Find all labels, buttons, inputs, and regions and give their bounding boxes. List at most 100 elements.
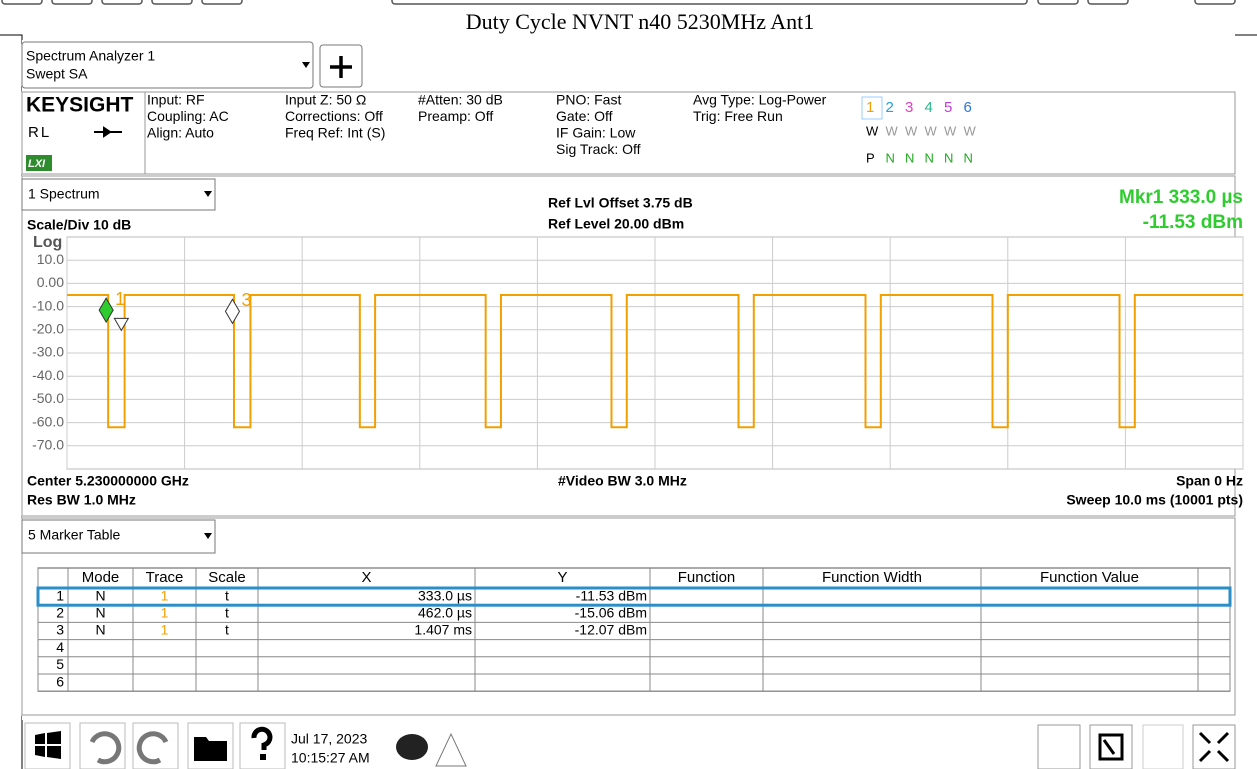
layout-button[interactable]	[1037, 724, 1081, 769]
column-header: Function Value	[1040, 569, 1139, 586]
table-cell: t	[225, 622, 229, 638]
table-cell: 2	[56, 605, 64, 621]
dropdown-arrow	[204, 533, 212, 539]
trace-type: W	[944, 123, 957, 138]
table-cell: 1	[161, 622, 169, 638]
trace-type: W	[905, 123, 918, 138]
app-mode: Swept SA	[26, 66, 88, 82]
redo-icon	[136, 731, 169, 765]
column-header: X	[361, 569, 371, 586]
setting: PNO: Fast	[556, 92, 621, 108]
folder-icon	[194, 737, 227, 761]
trace	[67, 294, 1243, 429]
marker	[113, 317, 130, 332]
y-tick-label: -60.0	[32, 413, 64, 429]
zoom-icon	[1198, 731, 1230, 763]
help-icon	[251, 726, 273, 750]
app-name: Spectrum Analyzer 1	[26, 48, 155, 64]
column-header: Function	[678, 569, 736, 586]
ref-level: Ref Level 20.00 dBm	[548, 216, 684, 232]
plus-icon	[330, 56, 352, 78]
table-cell: t	[225, 587, 229, 603]
y-tick-label: -20.0	[32, 321, 64, 337]
window-name: 5 Marker Table	[28, 527, 121, 543]
column-header: Mode	[82, 569, 120, 586]
marker	[224, 298, 241, 325]
trace-number: 2	[886, 99, 894, 116]
row-highlight	[36, 586, 1232, 607]
marker-readout: Mkr1 333.0 µs	[1119, 187, 1243, 208]
scale-type: Log	[33, 234, 62, 251]
y-tick-label: -70.0	[32, 437, 64, 453]
setting: Input Z: 50 Ω	[285, 92, 366, 108]
trace-detector: N	[886, 150, 895, 165]
setting: Trig: Free Run	[693, 108, 783, 124]
column-header: Scale	[208, 569, 246, 586]
table-dropdown[interactable]	[21, 519, 216, 554]
video-bw: #Video BW 3.0 MHz	[558, 473, 687, 489]
table-cell: 1	[161, 587, 169, 603]
marker-readout: -11.53 dBm	[1143, 212, 1243, 233]
sweep: Sweep 10.0 ms (10001 pts)	[1066, 492, 1243, 508]
touch-button[interactable]	[1089, 724, 1133, 769]
column-header: Function Width	[822, 569, 922, 586]
table-cell: 1.407 ms	[414, 622, 472, 638]
trace-type: W	[925, 123, 938, 138]
scale: Scale/Div 10 dB	[27, 217, 131, 233]
marker-label: 1	[115, 289, 125, 309]
time: 10:15:27 AM	[291, 750, 370, 766]
setting: Coupling: AC	[147, 108, 229, 124]
y-tick-label: -40.0	[32, 367, 64, 383]
setting: #Atten: 30 dB	[418, 92, 503, 108]
trace-detector: N	[944, 150, 953, 165]
touch-icon	[1098, 733, 1124, 761]
zoom-button[interactable]	[1192, 724, 1236, 769]
app-dropdown[interactable]	[21, 41, 314, 89]
top-buttons	[1, 0, 1236, 5]
setting: Avg Type: Log-Power	[693, 92, 827, 108]
brand: KEYSIGHT	[26, 94, 134, 117]
chat-icon[interactable]	[396, 734, 428, 760]
trace-number: 4	[925, 99, 933, 116]
trace-number: 1	[866, 99, 874, 116]
undo-icon	[89, 731, 122, 765]
trace-detector: N	[964, 150, 973, 165]
table-cell: 1	[161, 605, 169, 621]
info-bar	[21, 91, 1236, 175]
trace-number: 5	[944, 99, 952, 116]
table-cell: N	[95, 605, 105, 621]
y-tick-label: 10.0	[37, 251, 64, 267]
marker	[98, 297, 114, 324]
trace-type: W	[866, 123, 879, 138]
y-tick-label: -10.0	[32, 297, 64, 313]
table-cell: -12.07 dBm	[575, 622, 647, 638]
table-cell: N	[95, 587, 105, 603]
trace-detector: N	[925, 150, 934, 165]
taskbar	[24, 722, 1236, 769]
windows-icon	[35, 731, 61, 759]
table-cell: N	[95, 622, 105, 638]
lxi: LXI	[28, 158, 46, 170]
y-tick-label: -50.0	[32, 390, 64, 406]
table-cell: 333.0 µs	[418, 587, 472, 603]
column-header: Trace	[146, 569, 184, 586]
y-tick-label: 0.00	[37, 274, 64, 290]
y-tick-label: -30.0	[32, 344, 64, 360]
window-dropdown[interactable]	[21, 178, 216, 211]
trace-detector: P	[866, 150, 875, 165]
table-cell: -11.53 dBm	[576, 587, 647, 603]
grid-button[interactable]	[1142, 724, 1184, 769]
trace-type: W	[964, 123, 977, 138]
column-header: Y	[557, 569, 567, 586]
setting: IF Gain: Low	[556, 125, 636, 141]
span: Span 0 Hz	[1176, 473, 1243, 489]
table-cell: 4	[56, 639, 64, 655]
setting: Sig Track: Off	[556, 141, 641, 157]
help-dot	[260, 754, 266, 760]
alert-icon[interactable]	[435, 732, 467, 767]
setting: Gate: Off	[556, 108, 613, 124]
table-cell: 3	[56, 622, 64, 638]
table-cell: 462.0 µs	[418, 605, 472, 621]
trace-number: 6	[964, 99, 972, 116]
center: Center 5.230000000 GHz	[27, 473, 189, 489]
